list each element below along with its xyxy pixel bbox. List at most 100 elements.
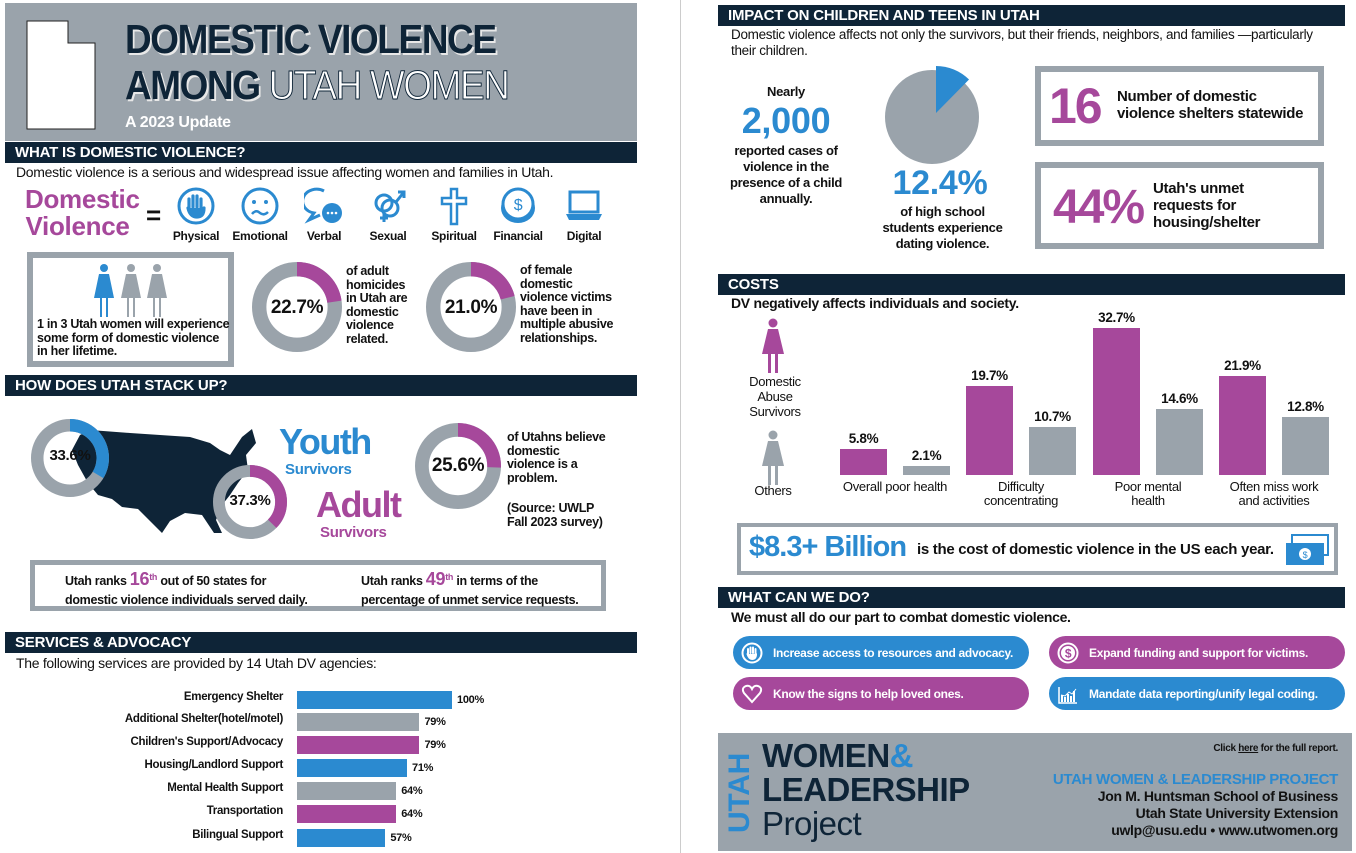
footer: UTAH WOMEN& LEADERSHIP Project Click her…: [718, 733, 1352, 851]
column-divider: [680, 0, 681, 853]
laptop-icon: [566, 190, 602, 220]
legend-others: Others: [754, 483, 792, 498]
rank-49-text: Utah ranks 49th in terms of the percenta…: [361, 568, 601, 610]
donut-segment: [426, 262, 516, 352]
action-mandate-data: Mandate data reporting/unify legal codin…: [1049, 677, 1345, 710]
cost-value-label: 5.8%: [848, 430, 879, 446]
rank-post: in terms of the: [456, 574, 538, 589]
service-label: Children's Support/Advocacy: [130, 736, 284, 748]
dating-label: 12.4%: [892, 164, 988, 202]
cost-category-label: Overall poor health: [842, 479, 948, 494]
footer-org-block: UTAH WOMEN & LEADERSHIP PROJECT Jon M. H…: [1053, 771, 1338, 839]
service-label: Additional Shelter(hotel/motel): [124, 713, 283, 725]
dv-word-1: Domestic: [25, 184, 140, 214]
donut-adult-label: 37.3%: [229, 492, 271, 509]
title-line-2: AMONG UTAH WOMEN: [125, 62, 510, 108]
actions-intro: We must all do our part to combat domest…: [731, 609, 1071, 625]
adult-survivors: Survivors: [320, 524, 387, 541]
cost-value-label: 10.7%: [1034, 408, 1071, 424]
dv-word-2: Violence: [25, 211, 130, 241]
service-bar: [297, 736, 420, 754]
service-label: Bilingual Support: [192, 829, 283, 841]
what-is-intro: Domestic violence is a serious and wides…: [16, 164, 554, 180]
billion-amount: $8.3+ Billion: [749, 531, 907, 563]
money-bills-icon: $: [1286, 534, 1329, 565]
cost-category-label: Poor mental health: [1114, 479, 1182, 508]
action-text: Expand funding and support for victims.: [1089, 645, 1308, 660]
youth-word: Youth: [279, 421, 372, 462]
cases-text: reported cases of violence in the presen…: [729, 142, 843, 206]
section-heading-impact: IMPACT ON CHILDREN AND TEENS IN UTAH: [718, 5, 1345, 26]
dating-violence-pie: [885, 66, 979, 164]
rank-pre: Utah ranks: [65, 574, 127, 589]
cost-value-label: 21.9%: [1224, 358, 1261, 374]
donut-multiple-label: 21.0%: [444, 297, 498, 318]
logo-leadership: LEADERSHIP: [762, 771, 970, 808]
service-label: Housing/Landlord Support: [144, 759, 284, 771]
type-verbal: Verbal: [294, 186, 354, 243]
rank-16-text: Utah ranks 16th out of 50 states for dom…: [65, 568, 325, 610]
gender-symbols-icon: [374, 190, 406, 222]
type-financial: $ Financial: [488, 186, 548, 243]
type-sexual: Sexual: [358, 186, 418, 243]
cost-category-label: Difficulty concentrating: [983, 479, 1059, 508]
shelters-box: 16 Number of domestic violence shelters …: [1035, 66, 1324, 146]
logo-text: WOMEN& LEADERSHIP Project: [762, 739, 970, 841]
shelters-text: Number of domestic violence shelters sta…: [1117, 88, 1304, 122]
rank-16-number: 16: [129, 569, 150, 590]
svg-text:$: $: [514, 197, 523, 214]
survivor-woman-icon: [762, 318, 784, 373]
footer-contact[interactable]: uwlp@usu.edu • www.utwomen.org: [1111, 822, 1338, 838]
full-report-link[interactable]: here: [1238, 743, 1259, 754]
section-heading-what-is: WHAT IS DOMESTIC VIOLENCE?: [5, 142, 637, 163]
service-label: Mental Health Support: [167, 782, 283, 794]
full-report-line: Click here for the full report.: [1213, 743, 1338, 754]
service-value: 79%: [424, 716, 446, 728]
service-value: 79%: [424, 739, 446, 751]
type-label: Sexual: [369, 229, 407, 243]
donut-segment: [31, 419, 109, 497]
title-among: AMONG: [125, 62, 261, 108]
service-label: Emergency Shelter: [183, 691, 283, 703]
cost-bar: [903, 465, 950, 475]
section-heading-actions: WHAT CAN WE DO?: [718, 587, 1345, 608]
type-label: Emotional: [232, 229, 288, 243]
donut-segment: [213, 465, 287, 539]
believe-source: (Source: UWLP Fall 2023 survey): [507, 501, 603, 529]
women-figures-icon: [94, 264, 167, 317]
rank-sup: th: [149, 572, 158, 582]
others-woman-icon: [762, 430, 784, 485]
billion-text: is the cost of domestic violence in the …: [917, 541, 1274, 558]
donut-youth-label: 33.6%: [49, 447, 91, 464]
service-value: 71%: [412, 762, 434, 774]
service-bar: [297, 713, 420, 731]
heart-icon: [741, 684, 763, 704]
ranks-box: Utah ranks 16th out of 50 states for dom…: [30, 560, 606, 611]
rank-line2: domestic violence individuals served dai…: [65, 593, 308, 608]
donut-homicides-label: 22.7%: [270, 297, 324, 318]
cost-bar: [1093, 327, 1140, 475]
cross-icon: [440, 187, 468, 226]
type-physical: Physical: [166, 186, 226, 243]
youth-survivors: Survivors: [285, 461, 352, 478]
cost-bar: [840, 448, 887, 475]
logo-project: Project: [762, 805, 862, 842]
header-banner: DOMESTIC VIOLENCE AMONG UTAH WOMEN A 202…: [5, 3, 637, 141]
adult-word: Adult: [316, 484, 402, 525]
donut-believe: [415, 423, 501, 509]
sad-face-icon: [241, 187, 279, 225]
donut-multiple-relationships: [426, 262, 516, 352]
rank-pre: Utah ranks: [361, 574, 423, 589]
cost-value-label: 19.7%: [971, 368, 1008, 384]
subtitle: A 2023 Update: [125, 114, 231, 131]
cost-bar: [1029, 426, 1076, 475]
cost-value-label: 2.1%: [911, 447, 942, 463]
footer-school: Jon M. Huntsman School of Business: [1097, 788, 1339, 804]
dv-word: Domestic Violence: [25, 184, 140, 241]
unmet-box: 44% Utah's unmet requests for housing/sh…: [1035, 162, 1324, 249]
section-heading-costs: COSTS: [718, 274, 1345, 295]
utah-state-shape: [26, 20, 96, 130]
service-value: 64%: [401, 808, 423, 820]
action-text: Know the signs to help loved ones.: [773, 686, 964, 701]
pie-slice-dating: [936, 66, 970, 113]
